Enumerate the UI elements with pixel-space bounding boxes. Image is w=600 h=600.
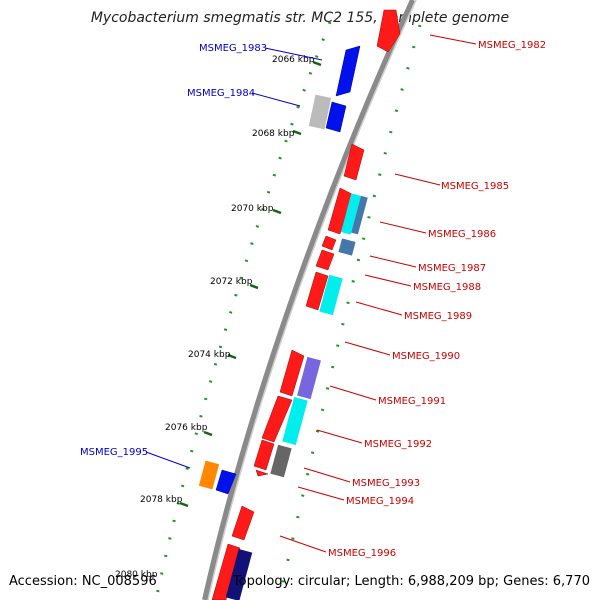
tick-label: 2080 kbp <box>115 570 158 580</box>
gene-msmeg-1990[interactable] <box>279 349 305 397</box>
gene-label[interactable]: MSMEG_1987 <box>418 263 486 274</box>
tick-label: 2074 kbp <box>188 350 231 360</box>
label-leaders-reverse <box>145 47 323 469</box>
genome-summary-text: Topology: circular; Length: 6,988,209 bp… <box>232 574 590 589</box>
gene-label[interactable]: MSMEG_1982 <box>478 40 546 51</box>
gene-label[interactable]: MSMEG_1986 <box>428 229 496 240</box>
gene-msmeg-1997[interactable] <box>211 543 241 600</box>
gene-msmeg-1996[interactable] <box>231 505 255 541</box>
gene-msmeg-1988[interactable] <box>315 249 335 271</box>
gene-msmeg-1995[interactable] <box>215 469 237 495</box>
gene-msmeg-1991[interactable] <box>261 395 293 443</box>
gene-msmeg-1992[interactable] <box>253 439 275 471</box>
accession-text: Accession: NC_008596 <box>9 574 157 589</box>
tick-label: 2068 kbp <box>252 129 295 139</box>
gene-label[interactable]: MSMEG_1984 <box>187 88 255 99</box>
gene-label[interactable]: MSMEG_1983 <box>199 43 267 54</box>
genome-backbone-highlight <box>207 0 417 600</box>
reverse-genes <box>198 45 361 495</box>
feature-gray-1984[interactable] <box>308 94 332 130</box>
tick-marks <box>179 60 322 508</box>
gene-msmeg-1983[interactable] <box>335 45 361 97</box>
feature-blocks <box>225 193 368 600</box>
gene-label[interactable]: MSMEG_1988 <box>413 282 481 293</box>
gene-label[interactable]: MSMEG_1989 <box>404 311 472 322</box>
tick-label: 2066 kbp <box>272 55 315 65</box>
feature-cyan-1986[interactable] <box>340 193 362 235</box>
gene-label[interactable]: MSMEG_1996 <box>328 548 396 559</box>
tick-label: 2070 kbp <box>231 204 274 214</box>
label-leaders <box>279 34 477 553</box>
gene-label[interactable]: MSMEG_1992 <box>364 439 432 450</box>
feature-orange-1995[interactable] <box>198 460 220 490</box>
gene-label[interactable]: MSMEG_1994 <box>346 496 414 507</box>
gene-msmeg-1987[interactable] <box>321 235 337 251</box>
feature-cyan-1989[interactable] <box>319 274 343 316</box>
feature-cyan-1992[interactable] <box>282 396 308 446</box>
feature-steel-1986[interactable] <box>351 195 368 235</box>
gene-msmeg-1986[interactable] <box>327 187 353 235</box>
forward-genes <box>211 9 401 600</box>
gene-label[interactable]: MSMEG_1991 <box>378 396 446 407</box>
gene-msmeg-1985[interactable] <box>343 143 365 181</box>
tick-label: 2076 kbp <box>165 423 208 433</box>
feature-gray-1993[interactable] <box>270 444 292 478</box>
gene-label[interactable]: MSMEG_1993 <box>352 478 420 489</box>
feature-navy-1997[interactable] <box>225 549 253 600</box>
gene-label[interactable]: MSMEG_1995 <box>80 447 148 458</box>
gene-msmeg-1989[interactable] <box>305 271 329 311</box>
tick-label: 2078 kbp <box>140 495 183 505</box>
gene-msmeg-1993[interactable] <box>255 469 269 477</box>
feature-purple-1991[interactable] <box>297 356 321 400</box>
gene-msmeg-1982[interactable] <box>376 9 401 53</box>
gene-msmeg-1984[interactable] <box>325 101 347 133</box>
feature-steel-1987[interactable] <box>338 238 356 256</box>
scale-track-right <box>278 24 422 596</box>
genome-backbone <box>202 0 416 600</box>
tick-label: 2072 kbp <box>210 277 253 287</box>
gene-label[interactable]: MSMEG_1985 <box>441 181 509 192</box>
gene-label[interactable]: MSMEG_1990 <box>392 351 460 362</box>
